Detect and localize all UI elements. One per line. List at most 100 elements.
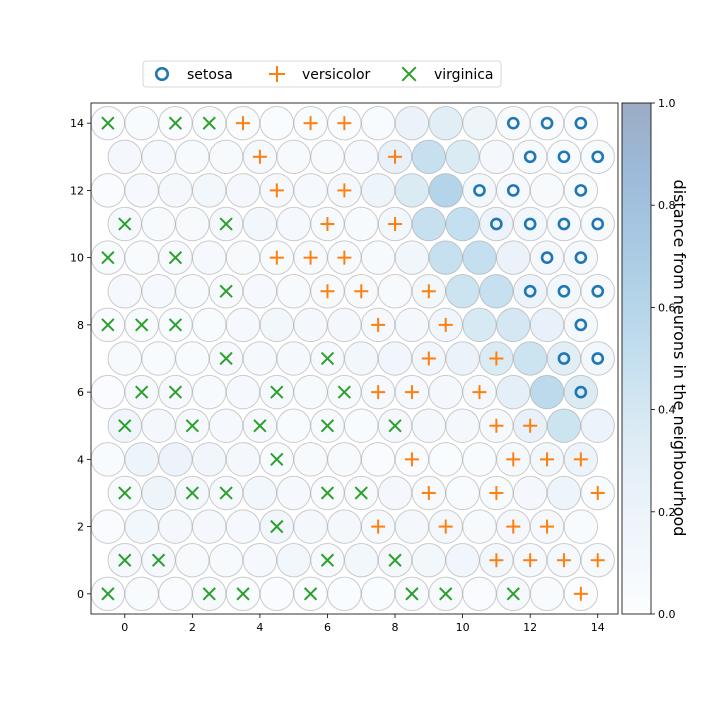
hex-cell <box>124 105 159 141</box>
marker-virginica <box>388 419 402 433</box>
hex-cell <box>242 206 278 242</box>
hex-cell <box>360 173 396 208</box>
hex-cell <box>462 442 497 477</box>
hex-cell <box>242 475 278 511</box>
marker-versicolor <box>371 385 386 400</box>
hex-cell <box>394 509 430 544</box>
marker-virginica <box>270 452 284 467</box>
hex-cell <box>546 408 582 443</box>
hex-cell <box>124 240 159 275</box>
marker-setosa <box>591 217 605 231</box>
hex-cell <box>377 341 413 376</box>
hex-cell <box>158 509 193 544</box>
hex-cell <box>175 542 210 578</box>
marker-virginica <box>135 318 149 332</box>
legend-label-versicolor: versicolor <box>302 67 371 83</box>
marker-versicolor <box>421 351 436 366</box>
y-tick-label: 4 <box>77 453 84 466</box>
hex-cell <box>512 206 548 242</box>
hex-cell <box>141 475 176 511</box>
marker-virginica <box>320 553 335 567</box>
hex-cell <box>394 240 430 275</box>
hex-cell <box>91 509 126 544</box>
marker-setosa <box>490 217 503 231</box>
marker-virginica <box>388 553 402 567</box>
x-tick-label: 14 <box>591 621 605 634</box>
y-tick-label: 0 <box>77 588 84 601</box>
hex-cells <box>91 105 615 612</box>
hex-cell <box>529 173 565 208</box>
hex-cell <box>276 475 311 511</box>
hex-cell <box>462 307 497 343</box>
hex-cell <box>276 274 311 309</box>
y-tick-label: 6 <box>77 386 84 399</box>
y-tick-label: 2 <box>77 521 84 534</box>
hex-cell <box>512 274 548 309</box>
marker-virginica <box>202 587 216 601</box>
hex-cell <box>242 274 278 309</box>
marker-versicolor <box>303 116 318 131</box>
hex-cell <box>192 307 227 343</box>
hex-cell <box>91 374 126 410</box>
legend-entry-versicolor: versicolor <box>269 66 371 83</box>
marker-virginica <box>405 587 419 601</box>
hex-cell <box>225 509 261 544</box>
marker-versicolor <box>573 586 588 601</box>
marker-setosa <box>473 184 486 197</box>
marker-virginica <box>219 486 233 500</box>
colorbar-tick-label: 0.0 <box>658 608 676 621</box>
hex-cell <box>124 576 159 612</box>
marker-virginica <box>118 419 132 433</box>
marker-virginica <box>202 116 216 130</box>
hex-cell <box>192 442 227 477</box>
marker-virginica <box>118 486 132 500</box>
hex-cell <box>394 173 430 208</box>
hex-cell <box>496 105 531 141</box>
hex-cell <box>512 139 548 175</box>
legend: setosa versicolor virginica <box>142 60 502 88</box>
hex-cell <box>175 274 210 309</box>
x-tick-label: 2 <box>189 621 196 634</box>
marker-versicolor <box>269 250 284 265</box>
legend-marker-versicolor <box>269 66 285 82</box>
legend-label-setosa: setosa <box>187 67 233 83</box>
hex-cell <box>563 307 599 343</box>
marker-virginica <box>320 419 335 433</box>
marker-versicolor <box>236 116 251 131</box>
hex-cell <box>428 105 463 141</box>
hex-cell <box>242 542 278 578</box>
x-tick-label: 10 <box>456 621 470 634</box>
hex-cell <box>293 173 328 208</box>
hex-cell <box>479 206 514 242</box>
marker-setosa <box>591 150 605 164</box>
hex-cell <box>225 374 261 410</box>
hex-cell <box>327 509 362 544</box>
hex-cell <box>580 274 615 309</box>
hex-cell <box>124 509 159 544</box>
hex-cell <box>411 408 447 443</box>
marker-versicolor <box>540 452 555 467</box>
hex-cell <box>445 206 480 242</box>
hex-cell <box>445 139 480 175</box>
hex-cell <box>208 139 244 175</box>
marker-versicolor <box>252 149 267 164</box>
marker-versicolor <box>320 217 335 232</box>
hex-cell <box>344 139 379 175</box>
marker-setosa <box>523 217 537 231</box>
hex-cell <box>529 307 565 343</box>
hex-cell <box>580 408 615 443</box>
hex-cell <box>580 139 615 175</box>
marker-virginica <box>439 587 453 601</box>
hex-cell <box>259 307 295 343</box>
x-tick-label: 8 <box>392 621 399 634</box>
hex-cell <box>175 206 210 242</box>
marker-virginica <box>101 250 115 265</box>
marker-versicolor <box>320 284 335 299</box>
marker-versicolor <box>489 418 504 433</box>
marker-versicolor <box>337 116 352 131</box>
marker-versicolor <box>590 485 605 500</box>
marker-versicolor <box>540 519 555 534</box>
hex-cell <box>175 139 210 175</box>
hex-cell <box>192 509 227 544</box>
hex-cell <box>563 374 599 410</box>
